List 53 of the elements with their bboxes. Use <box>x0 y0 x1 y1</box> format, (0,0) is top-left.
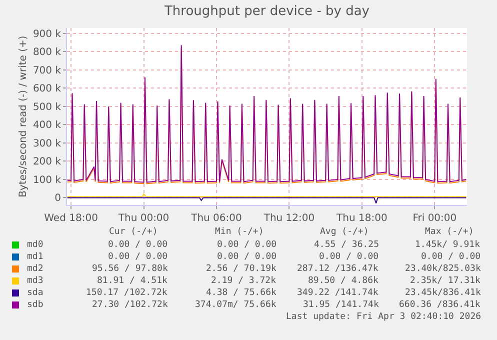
x-tick-label: Thu 12:00 <box>262 213 315 224</box>
legend-label: md3 <box>27 276 44 286</box>
text: 4.38 / 75.66k <box>206 288 278 298</box>
text: 0.00 / 0.00 <box>217 252 277 262</box>
text: Max (-/+) <box>425 227 474 237</box>
text: 27.30 /102.72k <box>92 300 168 310</box>
text: Avg (-/+) <box>320 227 369 237</box>
y-tick-label: 600 k <box>32 84 62 95</box>
text: 374.07m/ 75.66k <box>195 300 277 310</box>
x-tick-label: Thu 18:00 <box>336 213 388 224</box>
legend-label: sda <box>27 288 44 298</box>
text: 95.56 / 97.80k <box>92 264 168 274</box>
text: 0.00 / 0.00 <box>319 252 379 262</box>
text: 2.19 / 3.72k <box>211 276 277 286</box>
text: Cur (-/+) <box>109 227 158 237</box>
chart-title: Throughput per device - by day <box>163 4 370 20</box>
text: 2.56 / 70.19k <box>206 264 278 274</box>
y-tick-label: 0 <box>54 193 61 204</box>
x-tick-label: Fri 00:00 <box>412 213 457 224</box>
text: 23.45k/836.41k <box>405 288 482 298</box>
text: 287.12 /136.47k <box>297 264 379 274</box>
text: 4.55 / 36.25 <box>314 240 380 250</box>
y-axis-title: Bytes/second read (-) / write (+) <box>18 36 29 198</box>
text: 89.50 / 4.86k <box>308 276 380 286</box>
y-tick-label: 700 k <box>32 65 62 76</box>
legend-label: md1 <box>27 252 44 262</box>
text: 81.91 / 4.51k <box>97 276 168 286</box>
y-tick-label: 900 k <box>32 28 62 40</box>
x-tick-label: Wed 18:00 <box>44 213 98 224</box>
y-tick-label: 800 k <box>32 47 62 58</box>
text: 0.00 / 0.00 <box>108 240 168 250</box>
text: 150.17 /102.72k <box>86 288 168 298</box>
text: 0.00 / 0.00 <box>421 252 481 262</box>
legend-label: sdb <box>27 300 44 310</box>
text: 0.00 / 0.00 <box>108 252 168 262</box>
text: 23.40k/825.03k <box>405 264 482 274</box>
text: 31.95 /141.74k <box>303 300 380 310</box>
x-tick-label: Thu 06:00 <box>190 213 242 224</box>
y-tick-label: 500 k <box>32 102 62 113</box>
text: 1.45k/ 9.91k <box>415 240 481 250</box>
text: 349.22 /141.74k <box>297 288 379 298</box>
y-tick-label: 300 k <box>32 138 62 150</box>
y-tick-label: 400 k <box>32 120 62 132</box>
text: 0.00 / 0.00 <box>217 240 277 250</box>
x-tick-label: Thu 00:00 <box>117 213 170 224</box>
text: Min (-/+) <box>215 227 264 237</box>
text: 2.35k/ 17.31k <box>410 276 482 286</box>
y-tick-label: 100 k <box>32 174 62 186</box>
y-tick-label: 200 k <box>32 156 62 168</box>
text: Last update: Fri Apr 3 02:40:10 2026 <box>286 312 482 322</box>
text: 660.36 /836.41k <box>399 300 481 310</box>
legend-label: md0 <box>27 240 44 250</box>
legend-label: md2 <box>27 264 44 274</box>
